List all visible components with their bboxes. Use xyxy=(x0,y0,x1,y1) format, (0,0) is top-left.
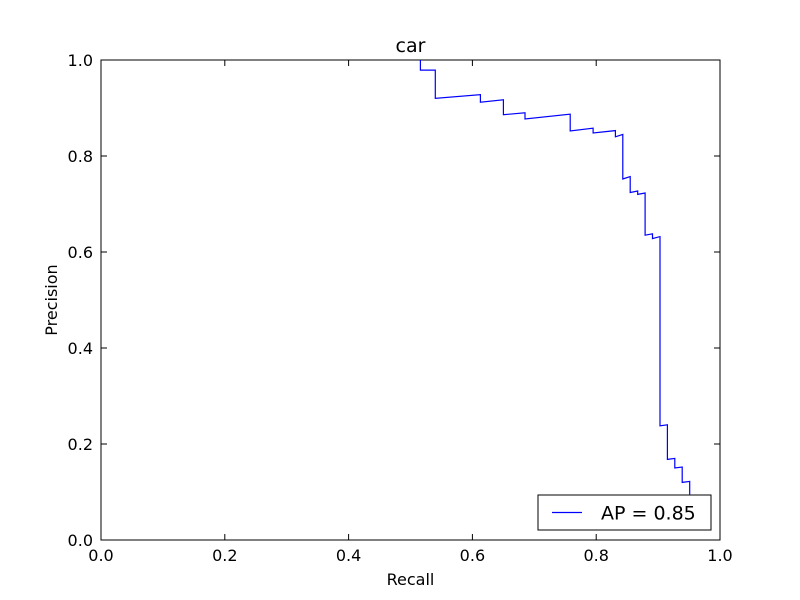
legend: AP = 0.85 xyxy=(537,494,712,531)
y-tick-label: 0.6 xyxy=(68,243,93,262)
y-tick-label: 0.2 xyxy=(68,435,93,454)
x-tick-label: 0.8 xyxy=(583,546,608,565)
y-tick-label: 0.8 xyxy=(68,147,93,166)
x-tick-label: 0.0 xyxy=(88,546,113,565)
x-tick-label: 0.4 xyxy=(336,546,361,565)
legend-entry-label: AP = 0.85 xyxy=(601,503,696,525)
x-tick-label: 0.2 xyxy=(212,546,237,565)
y-tick-label: 0.0 xyxy=(68,531,93,550)
y-axis-label: Precision xyxy=(42,264,61,335)
y-tick-label: 0.4 xyxy=(68,339,93,358)
axis-ticks xyxy=(100,59,721,541)
y-tick-label: 1.0 xyxy=(68,51,93,70)
series-line-ap xyxy=(419,60,691,495)
plot-area xyxy=(100,59,721,541)
tick-labels: 0.0 0.2 0.4 0.6 0.8 1.0 0.0 0.2 0.4 0.6 0.8 1.0 xyxy=(68,51,733,565)
chart-title: car xyxy=(396,35,426,57)
x-tick-label: 0.6 xyxy=(460,546,485,565)
x-axis-label: Recall xyxy=(387,570,435,589)
x-tick-label: 1.0 xyxy=(707,546,732,565)
